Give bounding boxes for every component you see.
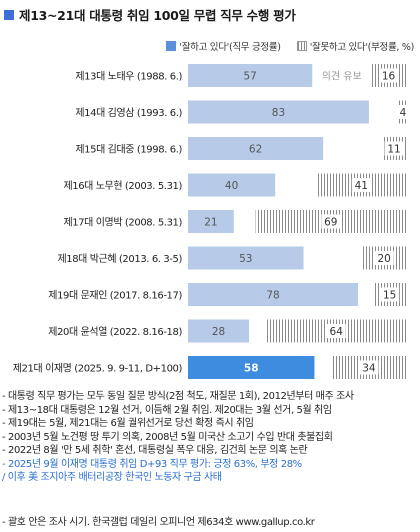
footnotes: - 대통령 직무 평가는 모두 동일 질문 방식(2점 척도, 재질문 1회),… (2, 390, 418, 485)
positive-bar (188, 64, 313, 87)
negative-value-label: 41 (355, 180, 368, 192)
legend-negative-swatch (296, 41, 307, 51)
positive-value-label: 83 (272, 107, 285, 119)
negative-label-bg (379, 68, 399, 83)
positive-value-label: 40 (225, 180, 238, 192)
positive-bar (188, 210, 234, 233)
category-label: 제19대 문재인 (2017. 8.16-17) (48, 290, 182, 302)
negative-value-label: 64 (330, 326, 344, 338)
positive-bar (188, 283, 359, 306)
positive-value-label: 53 (239, 253, 252, 265)
negative-value-label: 34 (362, 363, 376, 375)
category-label: 제13대 노태우 (1988. 6.) (75, 71, 182, 83)
negative-value-label: 4 (400, 107, 407, 119)
negative-value-label: 69 (324, 217, 337, 229)
title-square-icon (4, 9, 14, 20)
negative-label-bg (396, 105, 410, 119)
note-line: - 제19대는 5월, 제21대는 6월 궐위선거로 당선 확정 즉시 취임 (2, 418, 254, 429)
positive-value-label: 28 (212, 326, 225, 338)
positive-value-label: 78 (266, 290, 279, 302)
legend-positive-label: '잘하고 있다'(직무 긍정률) (179, 42, 281, 53)
positive-value-label: 58 (244, 363, 259, 375)
negative-value-label: 16 (382, 71, 396, 83)
negative-label-bg (326, 324, 346, 338)
positive-bar (188, 356, 315, 379)
category-label: 제14대 김영삼 (1993. 6.) (75, 107, 182, 119)
negative-label-bg (374, 251, 394, 265)
negative-value-label: 20 (378, 253, 391, 265)
negative-label-bg (321, 214, 341, 229)
positive-value-label: 62 (249, 144, 262, 156)
annotation-label: 의견 유보 (322, 71, 362, 83)
negative-label-bg (351, 178, 371, 192)
positive-value-label: 57 (243, 71, 256, 83)
category-label: 제20대 윤석열 (2022. 8.16-18) (48, 326, 182, 338)
note-line: - 2022년 8월 '만 5세 취학' 혼선, 대통령실 폭우 대응, 김건희… (2, 445, 308, 456)
legend-positive-swatch (166, 41, 177, 51)
negative-value-label: 11 (387, 144, 400, 156)
note-line-highlight: - 2025년 9월 이재명 대통령 취임 D+93 직무 평가: 긍정 63%… (2, 458, 302, 470)
note-line: - 2003년 5월 노건평 땅 투기 의혹, 2008년 5월 미국산 소고기… (2, 431, 333, 443)
chart-title-text: 제13~21대 대통령 취임 100일 무렵 직무 수행 평가 (19, 8, 296, 23)
positive-bar (188, 173, 276, 197)
positive-bar (188, 319, 250, 343)
category-label: 제18대 박근혜 (2013. 6. 3-5) (57, 253, 182, 265)
negative-value-label: 15 (383, 290, 396, 302)
source-note: - 괄호 안은 조사 시기. 한국갤럽 데일리 오피니언 제634호 www.g… (2, 517, 315, 528)
chart-title: 제13~21대 대통령 취임 100일 무렵 직무 수행 평가 (4, 5, 296, 24)
stacked-bar-chart: 제13대 노태우 (1988. 6.) 57 16 제14대 김영삼 (1993. 6… (12, 64, 410, 379)
negative-label-bg (359, 360, 379, 375)
negative-label-bg (384, 141, 404, 156)
positive-bar (188, 246, 304, 270)
legend-negative-label: '잘못하고 있다'(부정률, %) (309, 42, 415, 53)
category-label: 제15대 김대중 (1998. 6.) (75, 144, 182, 156)
positive-bar (188, 100, 369, 124)
positive-value-label: 21 (204, 217, 217, 229)
category-label: 제21대 이재명 (2025. 9. 9-11, D+100) (13, 363, 183, 375)
note-line: - 제13~18대 대통령은 12월 선거, 이듬해 2월 취임. 제20대는 … (2, 404, 332, 416)
note-line: - 대통령 직무 평가는 모두 동일 질문 방식(2점 척도, 재질문 1회),… (2, 391, 354, 402)
note-line-highlight: / 이후 美 조지아주 배터리공장 한국인 노동자 구금 사태 (2, 472, 222, 483)
legend: '잘하고 있다'(직무 긍정률) '잘못하고 있다'(부정률, %) (166, 39, 414, 53)
positive-bar (188, 137, 324, 160)
category-label: 제17대 이명박 (2008. 5.31) (63, 217, 182, 229)
category-label: 제16대 노무현 (2003. 5.31) (63, 180, 182, 192)
negative-label-bg (380, 287, 400, 302)
